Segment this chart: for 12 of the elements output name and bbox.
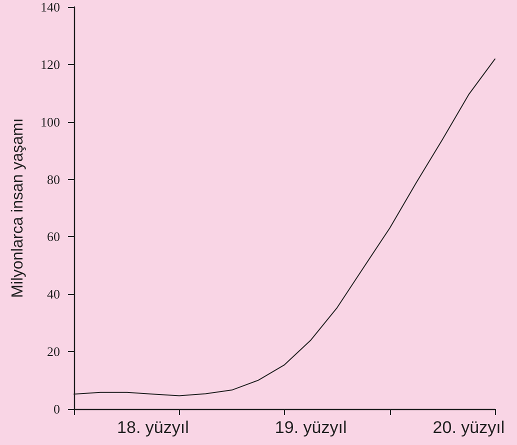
x-tick-label: 20. yüzyıl	[432, 418, 505, 437]
y-tick-label: 0	[54, 402, 60, 416]
y-tick-label: 120	[40, 56, 60, 72]
x-tick-label: 19. yüzyıl	[274, 418, 347, 437]
y-tick-label: 20	[47, 344, 60, 360]
y-tick-label: 60	[47, 229, 60, 244]
y-axis-title: Milyonlarca insan yaşamı	[10, 118, 26, 298]
y-tick-label: 80	[47, 172, 60, 187]
y-tick-label: 40	[47, 286, 60, 302]
x-tick-label: 18. yüzyıl	[117, 418, 189, 437]
y-tick-label: 100	[40, 114, 60, 130]
y-tick-label: 140	[40, 0, 60, 14]
